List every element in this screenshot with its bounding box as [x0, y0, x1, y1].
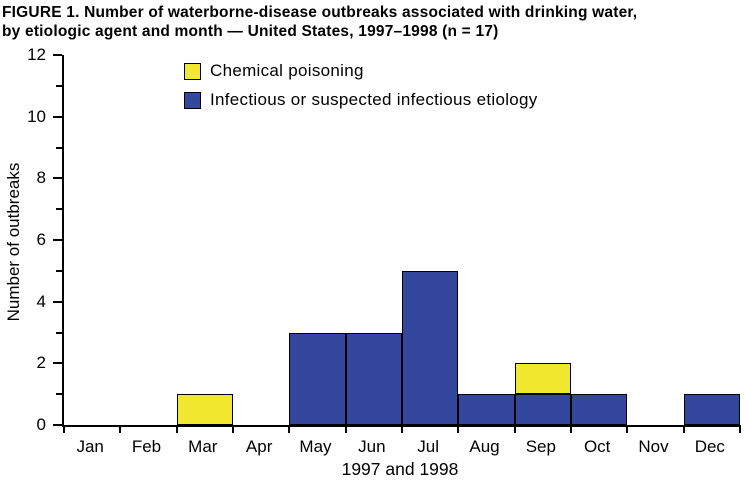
x-tick [513, 425, 516, 433]
legend-label: Infectious or suspected infectious etiol… [210, 90, 538, 109]
x-axis-tick-labels: Jan Feb Mar Apr May Jun Jul Aug Sep Oct Nov Dec [62, 437, 738, 457]
y-minor-tick [56, 269, 62, 272]
y-major-tick [53, 115, 62, 118]
x-tick-label-dec: Dec [694, 437, 725, 456]
bar-segment-jun [345, 332, 402, 425]
y-tick-label: 10 [27, 106, 46, 126]
x-tick [344, 425, 347, 433]
y-major-tick [53, 424, 62, 426]
x-tick [570, 425, 572, 433]
x-tick-label-mar: Mar [188, 437, 218, 456]
bar-segment-sep [514, 394, 571, 425]
legend-label: Chemical poisoning [210, 61, 364, 80]
figure-title-line2: by etiologic agent and month — United St… [2, 23, 499, 40]
bar-segment-dec [683, 394, 740, 425]
bar-segment-aug [458, 394, 515, 425]
y-major-tick [53, 300, 62, 303]
y-minor-tick [56, 393, 62, 396]
x-tick-label-jun: Jun [358, 437, 386, 456]
x-tick [232, 425, 234, 433]
y-minor-tick [56, 331, 62, 334]
x-tick-label-oct: Oct [583, 437, 611, 456]
y-major-tick [53, 177, 62, 180]
x-tick [457, 425, 460, 433]
x-tick [626, 425, 629, 433]
y-tick-label: 8 [36, 168, 46, 188]
x-axis-title: 1997 and 1998 [341, 459, 459, 479]
x-tick-label-feb: Feb [131, 437, 162, 456]
legend-swatch-icon [184, 62, 201, 80]
x-tick-label-sep: Sep [525, 437, 556, 456]
x-tick [739, 425, 741, 433]
x-tick-label-may: May [299, 437, 332, 456]
x-tick [682, 425, 685, 433]
x-tick [119, 425, 122, 433]
y-tick-label: 12 [27, 45, 46, 64]
x-tick [288, 425, 291, 433]
figure-title: FIGURE 1. Number of waterborne-disease o… [2, 3, 637, 41]
y-tick-label: 4 [36, 291, 46, 311]
bar-segment-jul [402, 270, 459, 425]
plot-area: Chemical poisoning Infectious or suspecte… [27, 45, 741, 434]
bar-segment-oct [571, 394, 628, 425]
y-minor-tick [56, 84, 62, 87]
y-tick-label: 6 [36, 230, 46, 249]
x-tick-label-jan: Jan [76, 437, 104, 456]
x-tick [175, 425, 178, 433]
legend-item: Infectious or suspected infectious etiol… [184, 90, 538, 110]
legend-item: Chemical poisoning [184, 61, 538, 81]
legend: Chemical poisoning Infectious or suspecte… [184, 61, 538, 110]
x-tick-label-jul: Jul [417, 437, 440, 456]
bar-segment-mar [176, 394, 233, 425]
x-tick [401, 425, 403, 433]
bar-segment-may [289, 332, 346, 425]
y-tick-label: 0 [36, 415, 46, 434]
y-tick-label: 2 [36, 353, 46, 373]
x-tick-label-apr: Apr [245, 437, 273, 456]
x-tick [63, 425, 65, 433]
x-tick-label-nov: Nov [638, 437, 669, 456]
x-tick-label-aug: Aug [469, 437, 500, 456]
y-major-tick [53, 362, 62, 365]
bar-segment-sep [514, 363, 571, 395]
figure-title-line1: FIGURE 1. Number of waterborne-disease o… [2, 4, 638, 21]
y-major-tick [53, 54, 62, 56]
y-major-tick [53, 239, 62, 241]
legend-swatch-icon [184, 91, 201, 109]
y-minor-tick [56, 146, 62, 149]
y-minor-tick [56, 208, 62, 211]
